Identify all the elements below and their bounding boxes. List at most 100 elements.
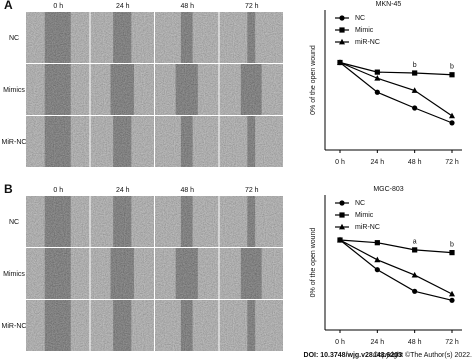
point — [412, 247, 418, 253]
row-label: MiR-NC — [2, 139, 27, 146]
micrograph — [90, 248, 154, 299]
legend-label: miR-NC — [355, 39, 380, 46]
texture — [155, 248, 219, 299]
column-label: 0 h — [53, 3, 63, 10]
row-label: NC — [9, 219, 19, 226]
micrograph — [219, 64, 283, 115]
point — [337, 59, 343, 65]
copyright: Copyright ©The Author(s) 2022. — [373, 351, 472, 359]
texture — [155, 300, 219, 351]
y-axis-label: 0% of the open wound — [310, 228, 317, 298]
point — [412, 70, 418, 76]
column-label: 0 h — [53, 187, 63, 194]
column-label: 48 h — [180, 3, 194, 10]
micrograph — [26, 196, 90, 247]
texture — [26, 196, 90, 247]
micrograph — [26, 248, 90, 299]
point — [449, 112, 455, 119]
point — [449, 297, 455, 303]
line — [339, 239, 453, 295]
micrograph — [90, 196, 154, 247]
legend-label: Mimic — [355, 27, 374, 34]
point — [449, 72, 455, 78]
micrograph — [90, 116, 154, 167]
x-tick-label: 0 h — [335, 339, 345, 346]
micrograph — [219, 196, 283, 247]
x-tick-label: 72 h — [445, 339, 459, 346]
annotation: b — [450, 64, 454, 71]
point — [337, 236, 343, 243]
point — [411, 271, 418, 278]
line — [339, 62, 453, 124]
point — [449, 250, 455, 256]
micrograph — [26, 116, 90, 167]
texture — [219, 248, 283, 299]
point — [374, 256, 381, 263]
micrograph — [155, 248, 219, 299]
point — [339, 38, 345, 45]
chart-title: MKN-45 — [376, 1, 402, 8]
micrograph — [219, 12, 283, 63]
texture — [26, 248, 90, 299]
row-label: NC — [9, 35, 19, 42]
point — [411, 87, 418, 93]
legend-label: NC — [355, 200, 365, 207]
annotation: b — [450, 241, 454, 248]
y-axis-label: 0% of the open wound — [310, 45, 317, 115]
point — [339, 223, 345, 230]
x-tick-label: 24 h — [371, 339, 385, 346]
texture — [26, 300, 90, 351]
point — [339, 200, 345, 206]
legend-label: Mimic — [355, 212, 374, 219]
micrograph — [219, 116, 283, 167]
texture — [219, 64, 283, 115]
panel-label: A — [4, 0, 13, 12]
micrograph — [90, 64, 154, 115]
row-label: Mimics — [3, 271, 25, 278]
texture — [155, 12, 219, 63]
texture — [26, 116, 90, 167]
point — [449, 120, 455, 126]
x-tick-label: 48 h — [408, 159, 422, 166]
point — [412, 105, 418, 111]
texture — [155, 116, 219, 167]
micrograph — [155, 300, 219, 351]
row-label: MiR-NC — [2, 323, 27, 330]
annotation: b — [413, 62, 417, 69]
micrograph — [26, 12, 90, 63]
texture — [90, 12, 154, 63]
point — [374, 89, 380, 95]
texture — [90, 248, 154, 299]
point — [374, 240, 380, 246]
point — [339, 27, 345, 33]
column-label: 72 h — [245, 3, 259, 10]
chart-title: MGC-803 — [373, 186, 403, 193]
point — [374, 267, 380, 273]
column-label: 48 h — [180, 187, 194, 194]
texture — [26, 64, 90, 115]
x-tick-label: 24 h — [371, 159, 385, 166]
column-label: 24 h — [116, 3, 130, 10]
line — [339, 239, 453, 254]
micrograph — [219, 300, 283, 351]
x-tick-label: 72 h — [445, 159, 459, 166]
x-tick-label: 48 h — [408, 339, 422, 346]
micrograph — [155, 64, 219, 115]
texture — [90, 300, 154, 351]
texture — [219, 12, 283, 63]
micrograph — [26, 300, 90, 351]
texture — [90, 116, 154, 167]
texture — [219, 116, 283, 167]
line — [339, 61, 453, 117]
micrograph — [90, 300, 154, 351]
texture — [219, 196, 283, 247]
micrograph — [155, 196, 219, 247]
point — [339, 15, 345, 21]
texture — [90, 64, 154, 115]
legend-label: NC — [355, 15, 365, 22]
micrograph — [90, 12, 154, 63]
micrograph — [155, 116, 219, 167]
row-label: Mimics — [3, 87, 25, 94]
micrograph — [26, 64, 90, 115]
